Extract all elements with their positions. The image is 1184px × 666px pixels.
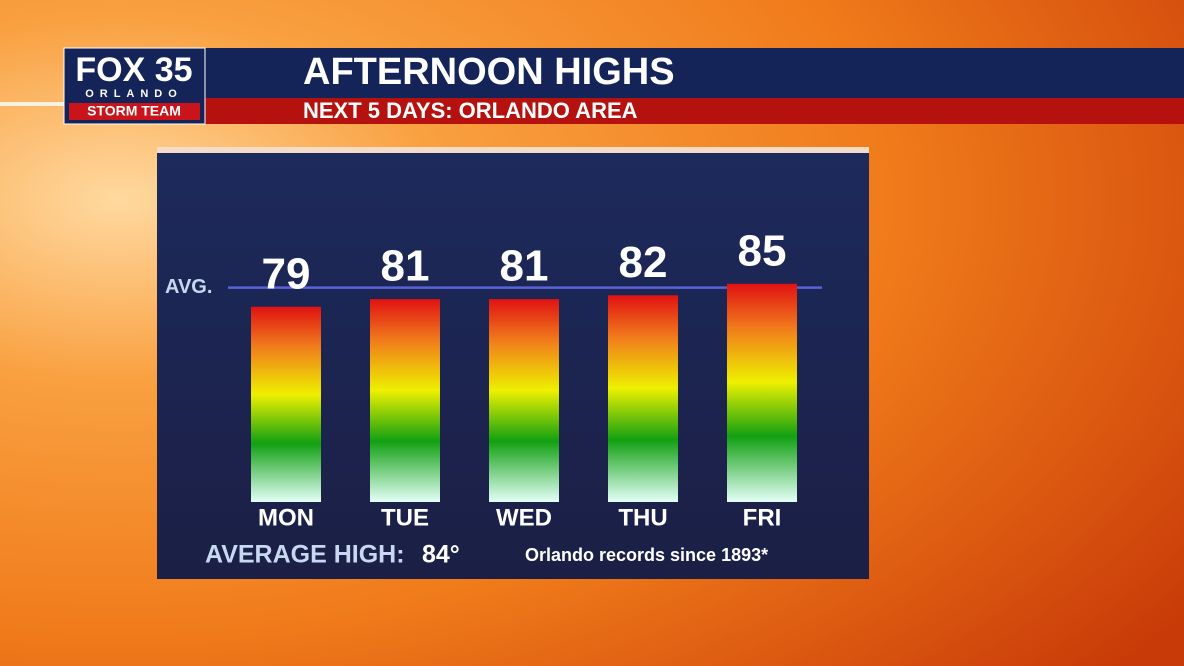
value-label: 81 xyxy=(381,242,430,291)
value-label: 79 xyxy=(262,249,311,298)
bar xyxy=(370,299,440,502)
chart-title: AFTERNOON HIGHS xyxy=(303,51,675,93)
bar xyxy=(251,306,321,502)
x-tick-label: TUE xyxy=(381,504,429,531)
value-label: 85 xyxy=(738,226,787,275)
logo-name: FOX 35 xyxy=(75,51,192,89)
x-tick-label: FRI xyxy=(743,504,782,531)
accent-line xyxy=(0,102,64,106)
subtitle-band xyxy=(64,98,1184,124)
x-tick-label: WED xyxy=(496,504,552,531)
average-value: 84° xyxy=(422,541,460,569)
chart-subtitle: NEXT 5 DAYS: ORLANDO AREA xyxy=(303,98,638,123)
note: Orlando records since 1893* xyxy=(525,545,768,565)
logo-city: ORLANDO xyxy=(85,88,183,100)
x-tick-label: MON xyxy=(258,504,314,531)
average-line-label: AVG. xyxy=(165,276,212,298)
bar xyxy=(727,283,797,502)
logo-team: STORM TEAM xyxy=(87,103,181,119)
x-tick-label: THU xyxy=(618,504,667,531)
panel-top xyxy=(157,147,869,153)
value-label: 81 xyxy=(500,242,549,291)
average-label: AVERAGE HIGH: xyxy=(205,541,405,569)
bar xyxy=(489,299,559,502)
logo-team-box xyxy=(69,103,200,120)
value-label: 82 xyxy=(619,238,668,287)
bar xyxy=(608,295,678,502)
title-band xyxy=(64,48,1184,98)
